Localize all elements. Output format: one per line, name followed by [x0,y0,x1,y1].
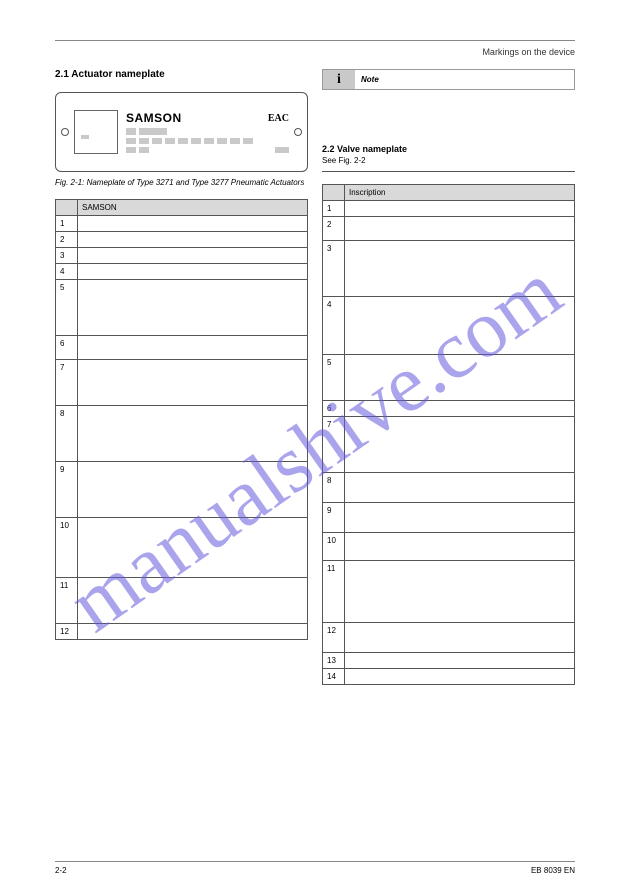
left-table: SAMSON 1 2 3 4 5 6 7 8 9 10 11 12 [55,199,308,640]
table-header [56,200,78,216]
table-row: 6 [56,336,308,360]
table-header: SAMSON [78,200,308,216]
table-row: 1 [323,201,575,217]
page-number: 2-2 [55,866,67,875]
table-row: 2 [323,217,575,241]
figure-caption: Fig. 2-1: Nameplate of Type 3271 and Typ… [55,178,308,187]
nameplate-square [74,110,118,154]
right-section-desc: See Fig. 2-2 [322,156,575,172]
table-row: 6 [323,401,575,417]
table-row: 4 [56,264,308,280]
brand-label: SAMSON [126,111,182,125]
page-header: Markings on the device [322,41,575,69]
table-row: 3 [323,241,575,297]
table-row: 14 [323,669,575,685]
eac-mark: EAC [268,113,289,124]
hole-icon [61,128,69,136]
table-row: 9 [323,503,575,533]
table-row: 3 [56,248,308,264]
table-row: 5 [323,355,575,401]
note-title: Note [361,75,568,84]
table-row: 10 [56,518,308,578]
table-row: 12 [323,623,575,653]
left-section-title: 2.1 Actuator nameplate [55,69,308,80]
left-column: 2.1 Actuator nameplate SAMSON EAC [55,41,308,840]
right-section-title: 2.2 Valve nameplate [322,144,575,154]
table-row: 9 [56,462,308,518]
table-row: 11 [56,578,308,624]
page-footer: 2-2 EB 8039 EN [55,861,575,875]
hole-icon [294,128,302,136]
info-icon: i [323,70,355,89]
table-row: 8 [323,473,575,503]
table-row: 5 [56,280,308,336]
nameplate-diagram: SAMSON EAC [55,92,308,172]
table-row: 11 [323,561,575,623]
note-box: i Note [322,69,575,90]
table-row: 7 [323,417,575,473]
table-row: 10 [323,533,575,561]
table-row: 4 [323,297,575,355]
table-row: 2 [56,232,308,248]
right-table: Inscription 1 2 3 4 5 6 7 8 9 10 11 12 1… [322,184,575,685]
table-row: 1 [56,216,308,232]
table-header: Inscription [345,185,575,201]
table-row: 12 [56,624,308,640]
table-row: 8 [56,406,308,462]
page-content: 2.1 Actuator nameplate SAMSON EAC [55,40,575,840]
right-column: Markings on the device i Note 2.2 Valve … [322,41,575,840]
table-row: 13 [323,653,575,669]
table-header [323,185,345,201]
table-row: 7 [56,360,308,406]
doc-id: EB 8039 EN [531,866,575,875]
